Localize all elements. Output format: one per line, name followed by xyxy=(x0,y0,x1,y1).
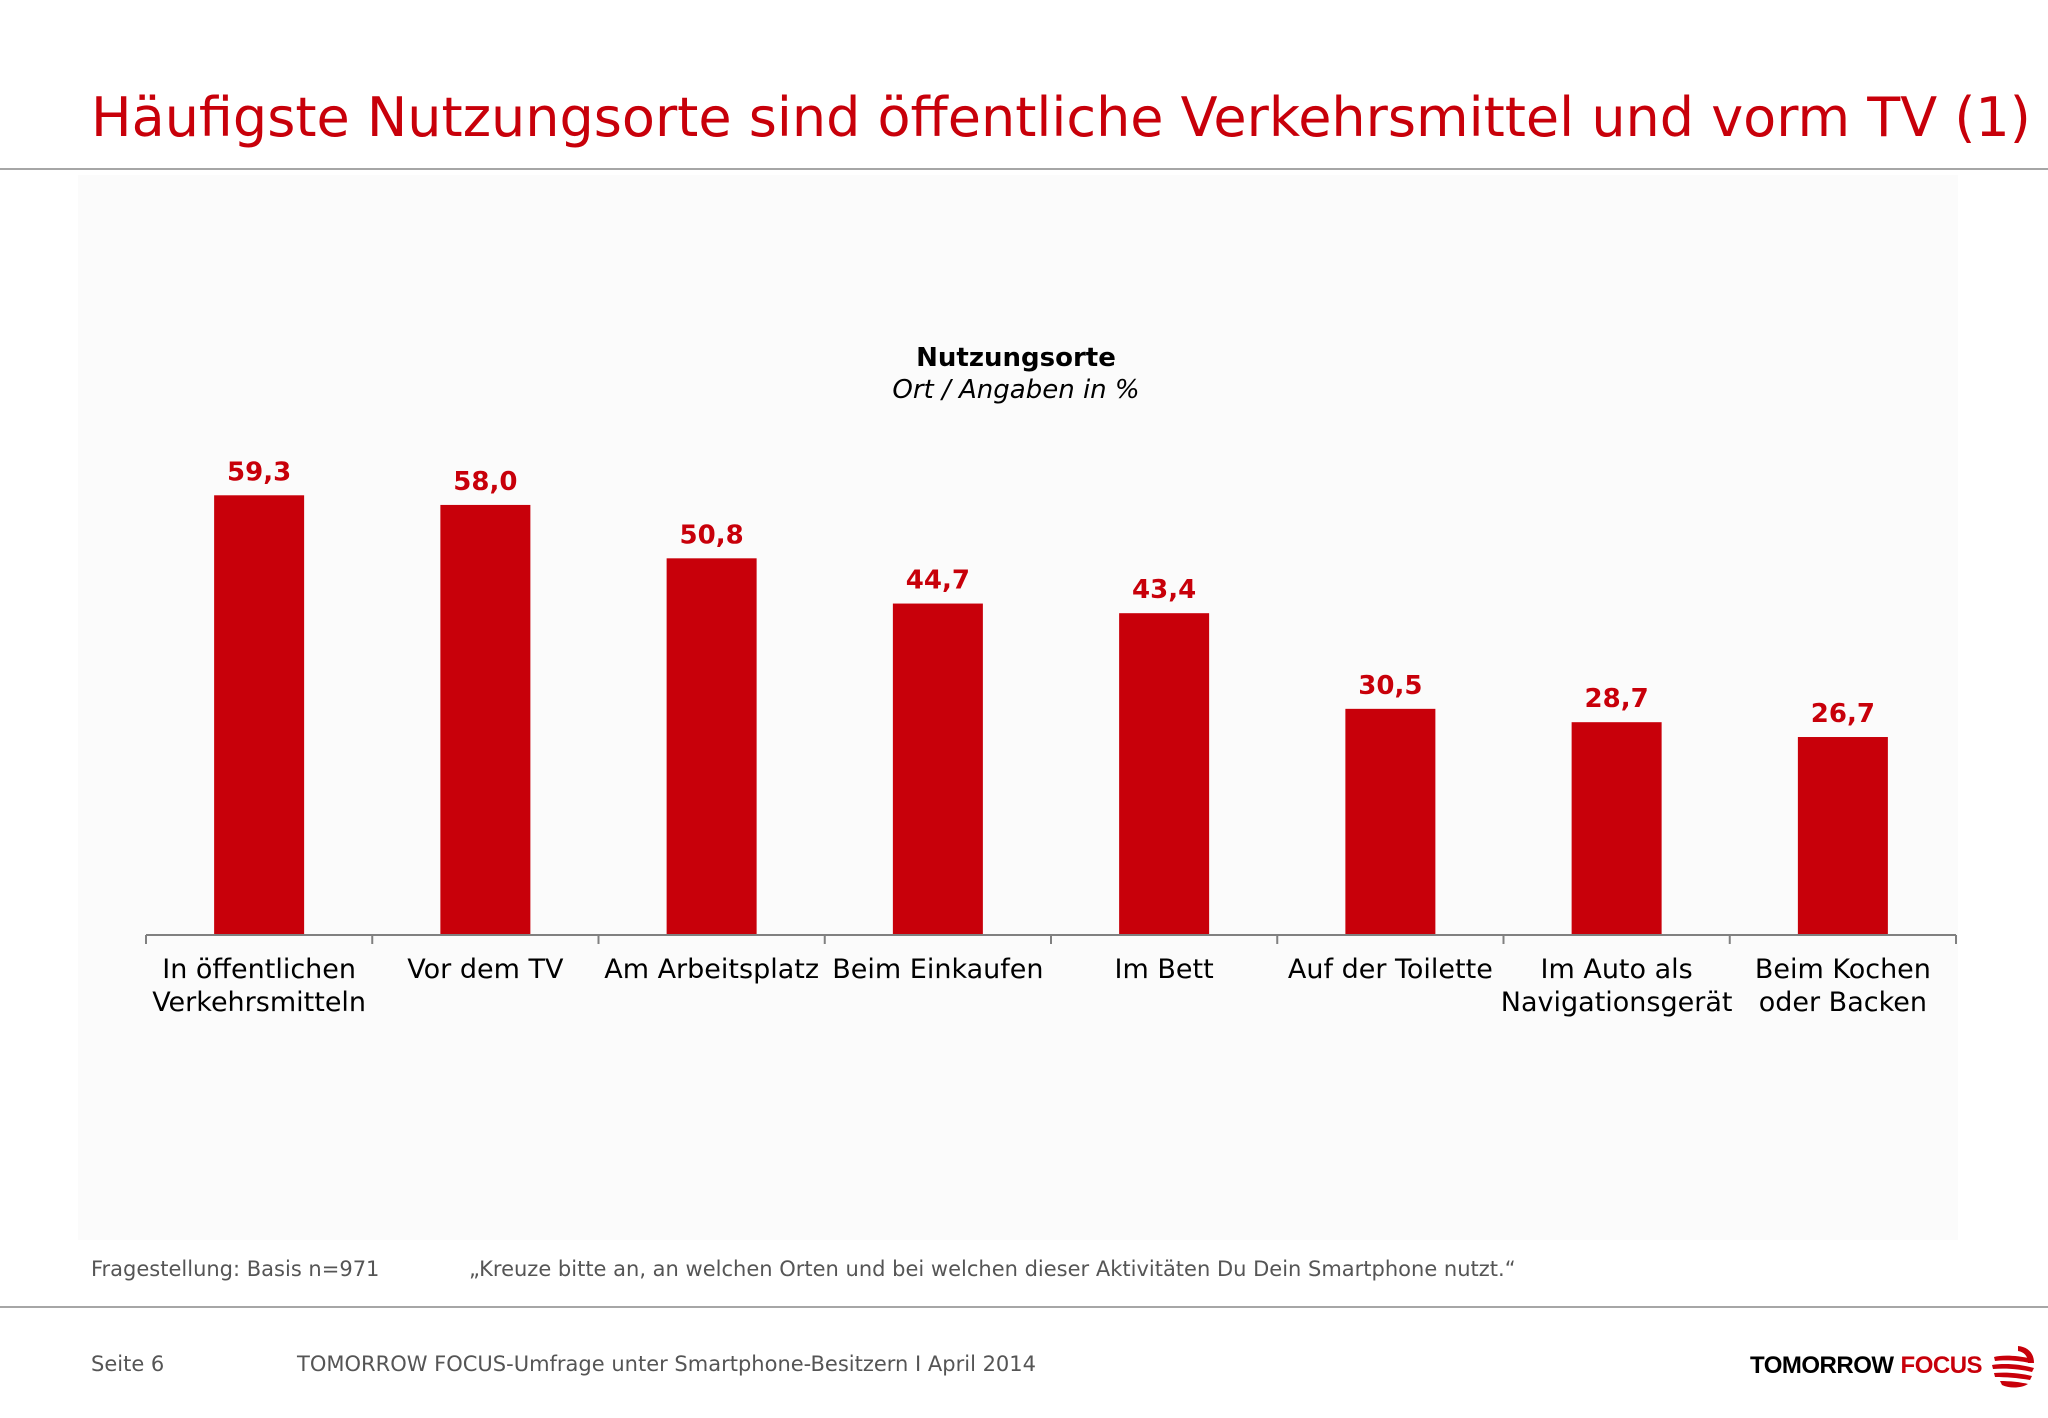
footnote-question: „Kreuze bitte an, an welchen Orten und b… xyxy=(469,1257,1516,1281)
category-label: Im Bett xyxy=(1115,954,1214,985)
chart-area: Nutzungsorte Ort / Angaben in % 59,3 58,0… xyxy=(78,175,1958,1240)
chart-title: Nutzungsorte xyxy=(916,343,1116,373)
bar xyxy=(214,495,305,935)
value-label: 50,8 xyxy=(680,520,744,550)
value-label: 28,7 xyxy=(1585,684,1649,714)
category-label: Beim Einkaufen xyxy=(832,954,1043,985)
category-label: Im Auto als xyxy=(1541,954,1693,985)
footer-divider xyxy=(0,1306,2048,1308)
category-label: In öffentlichen xyxy=(162,954,356,985)
logo-text-focus: FOCUS xyxy=(1900,1352,1983,1379)
bar-chart: Nutzungsorte Ort / Angaben in % 59,3 58,0… xyxy=(145,343,1957,1018)
logo-text-tomorrow: TOMORROW xyxy=(1750,1352,1894,1379)
category-label: Beim Kochen xyxy=(1755,954,1931,985)
title-divider xyxy=(0,168,2048,170)
value-label: 26,7 xyxy=(1811,699,1875,729)
value-label: 30,5 xyxy=(1358,671,1422,701)
swirl-logo-icon xyxy=(1992,1346,2035,1388)
value-label: 59,3 xyxy=(227,457,291,487)
value-label: 43,4 xyxy=(1132,575,1196,605)
category-label: Verkehrsmitteln xyxy=(152,987,366,1018)
bar-group: 59,3 58,0 50,8 44,7 43,4 30,5 28,7 26,7 xyxy=(214,457,1888,935)
category-label: oder Backen xyxy=(1759,987,1927,1018)
page-title: Häufigste Nutzungsorte sind öffentliche … xyxy=(91,86,2031,149)
x-axis xyxy=(145,934,1957,944)
bar xyxy=(1345,708,1436,935)
bar xyxy=(440,504,531,935)
bar xyxy=(1119,613,1210,935)
page-number: Seite 6 xyxy=(91,1352,165,1376)
footnote-basis: Fragestellung: Basis n=971 xyxy=(91,1257,380,1281)
bar xyxy=(892,603,983,935)
value-label: 44,7 xyxy=(906,566,970,596)
chart-subtitle: Ort / Angaben in % xyxy=(892,375,1139,405)
category-label: Auf der Toilette xyxy=(1288,954,1493,985)
value-label: 58,0 xyxy=(453,467,517,497)
bar xyxy=(1571,722,1662,935)
category-label: Navigationsgerät xyxy=(1501,987,1733,1018)
category-label: Vor dem TV xyxy=(407,954,564,985)
category-label: Am Arbeitsplatz xyxy=(604,954,819,985)
bar xyxy=(666,558,757,935)
footer-source: TOMORROW FOCUS-Umfrage unter Smartphone-… xyxy=(297,1352,1037,1376)
tomorrow-focus-logo: TOMORROW FOCUS xyxy=(1750,1343,2038,1389)
bar xyxy=(1797,737,1888,935)
